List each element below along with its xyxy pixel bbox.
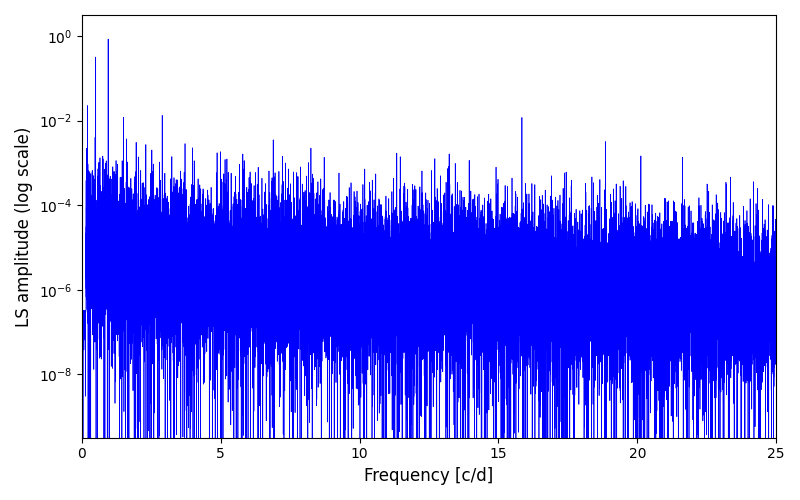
Y-axis label: LS amplitude (log scale): LS amplitude (log scale) <box>15 126 33 326</box>
X-axis label: Frequency [c/d]: Frequency [c/d] <box>364 467 494 485</box>
